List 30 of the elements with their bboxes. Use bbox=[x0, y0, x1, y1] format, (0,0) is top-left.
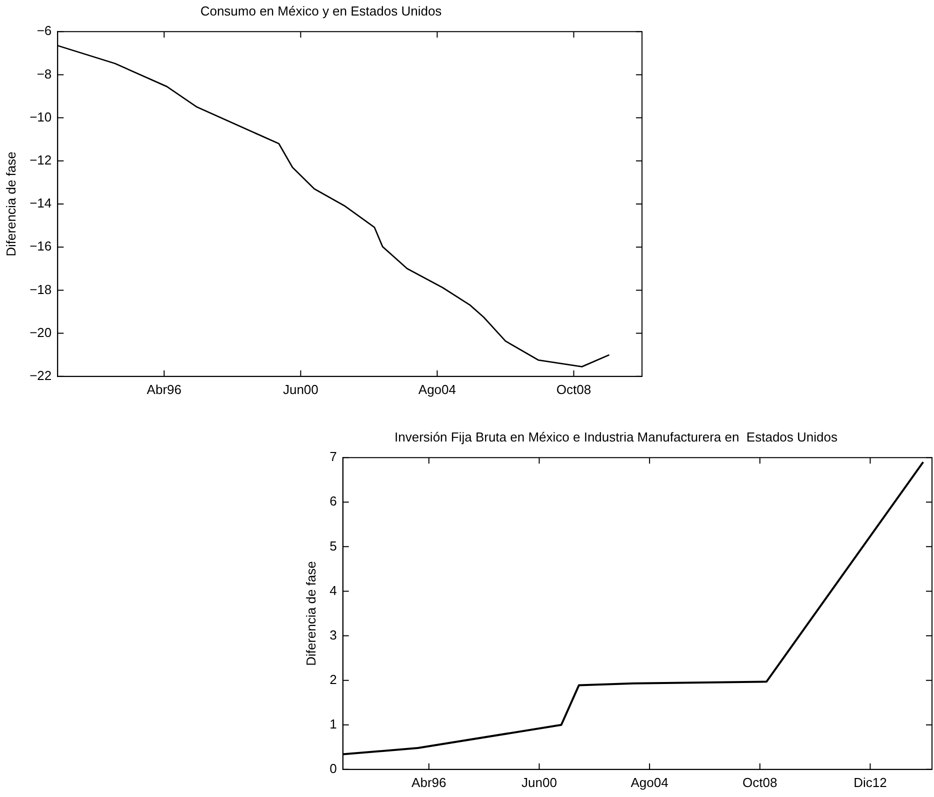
y-tick-label: −22 bbox=[30, 368, 52, 383]
x-tick-label: Abr96 bbox=[412, 774, 446, 790]
y-tick-label: 2 bbox=[330, 672, 337, 687]
y-axis-title: Diferencia de fase bbox=[3, 152, 18, 256]
x-tick-label: Jun00 bbox=[522, 774, 557, 790]
y-tick-label: 5 bbox=[330, 538, 337, 554]
y-tick-label: −8 bbox=[36, 66, 52, 82]
y-tick-label: 7 bbox=[330, 449, 337, 464]
x-tick-label: Dic12 bbox=[854, 774, 887, 790]
x-tick-label: Jun00 bbox=[282, 382, 318, 397]
y-tick-label: −12 bbox=[30, 152, 52, 168]
y-tick-label: −14 bbox=[30, 196, 52, 211]
x-tick-label: Oct08 bbox=[742, 774, 778, 790]
y-tick-label: 6 bbox=[330, 494, 337, 509]
y-tick-label: −10 bbox=[30, 109, 52, 124]
x-tick-label: Ago04 bbox=[630, 774, 668, 790]
x-tick-label: Oct08 bbox=[556, 382, 592, 397]
y-tick-label: −18 bbox=[30, 282, 52, 297]
y-tick-label: 1 bbox=[330, 716, 337, 732]
y-tick-label: 4 bbox=[330, 582, 337, 598]
x-tick-label: Abr96 bbox=[146, 382, 182, 397]
y-tick-label: −20 bbox=[30, 324, 52, 340]
y-tick-label: 3 bbox=[330, 627, 337, 642]
x-tick-label: Ago04 bbox=[418, 382, 456, 397]
chart-title: Consumo en México y en Estados Unidos bbox=[200, 3, 442, 18]
y-axis-title: Diferencia de fase bbox=[303, 561, 318, 666]
y-tick-label: −16 bbox=[30, 238, 52, 254]
chart-title: Inversión Fija Bruta en México e Industria Manufacturera en Estados Unidos bbox=[394, 429, 838, 444]
y-tick-label: 0 bbox=[330, 760, 337, 776]
y-tick-label: −6 bbox=[36, 23, 52, 38]
